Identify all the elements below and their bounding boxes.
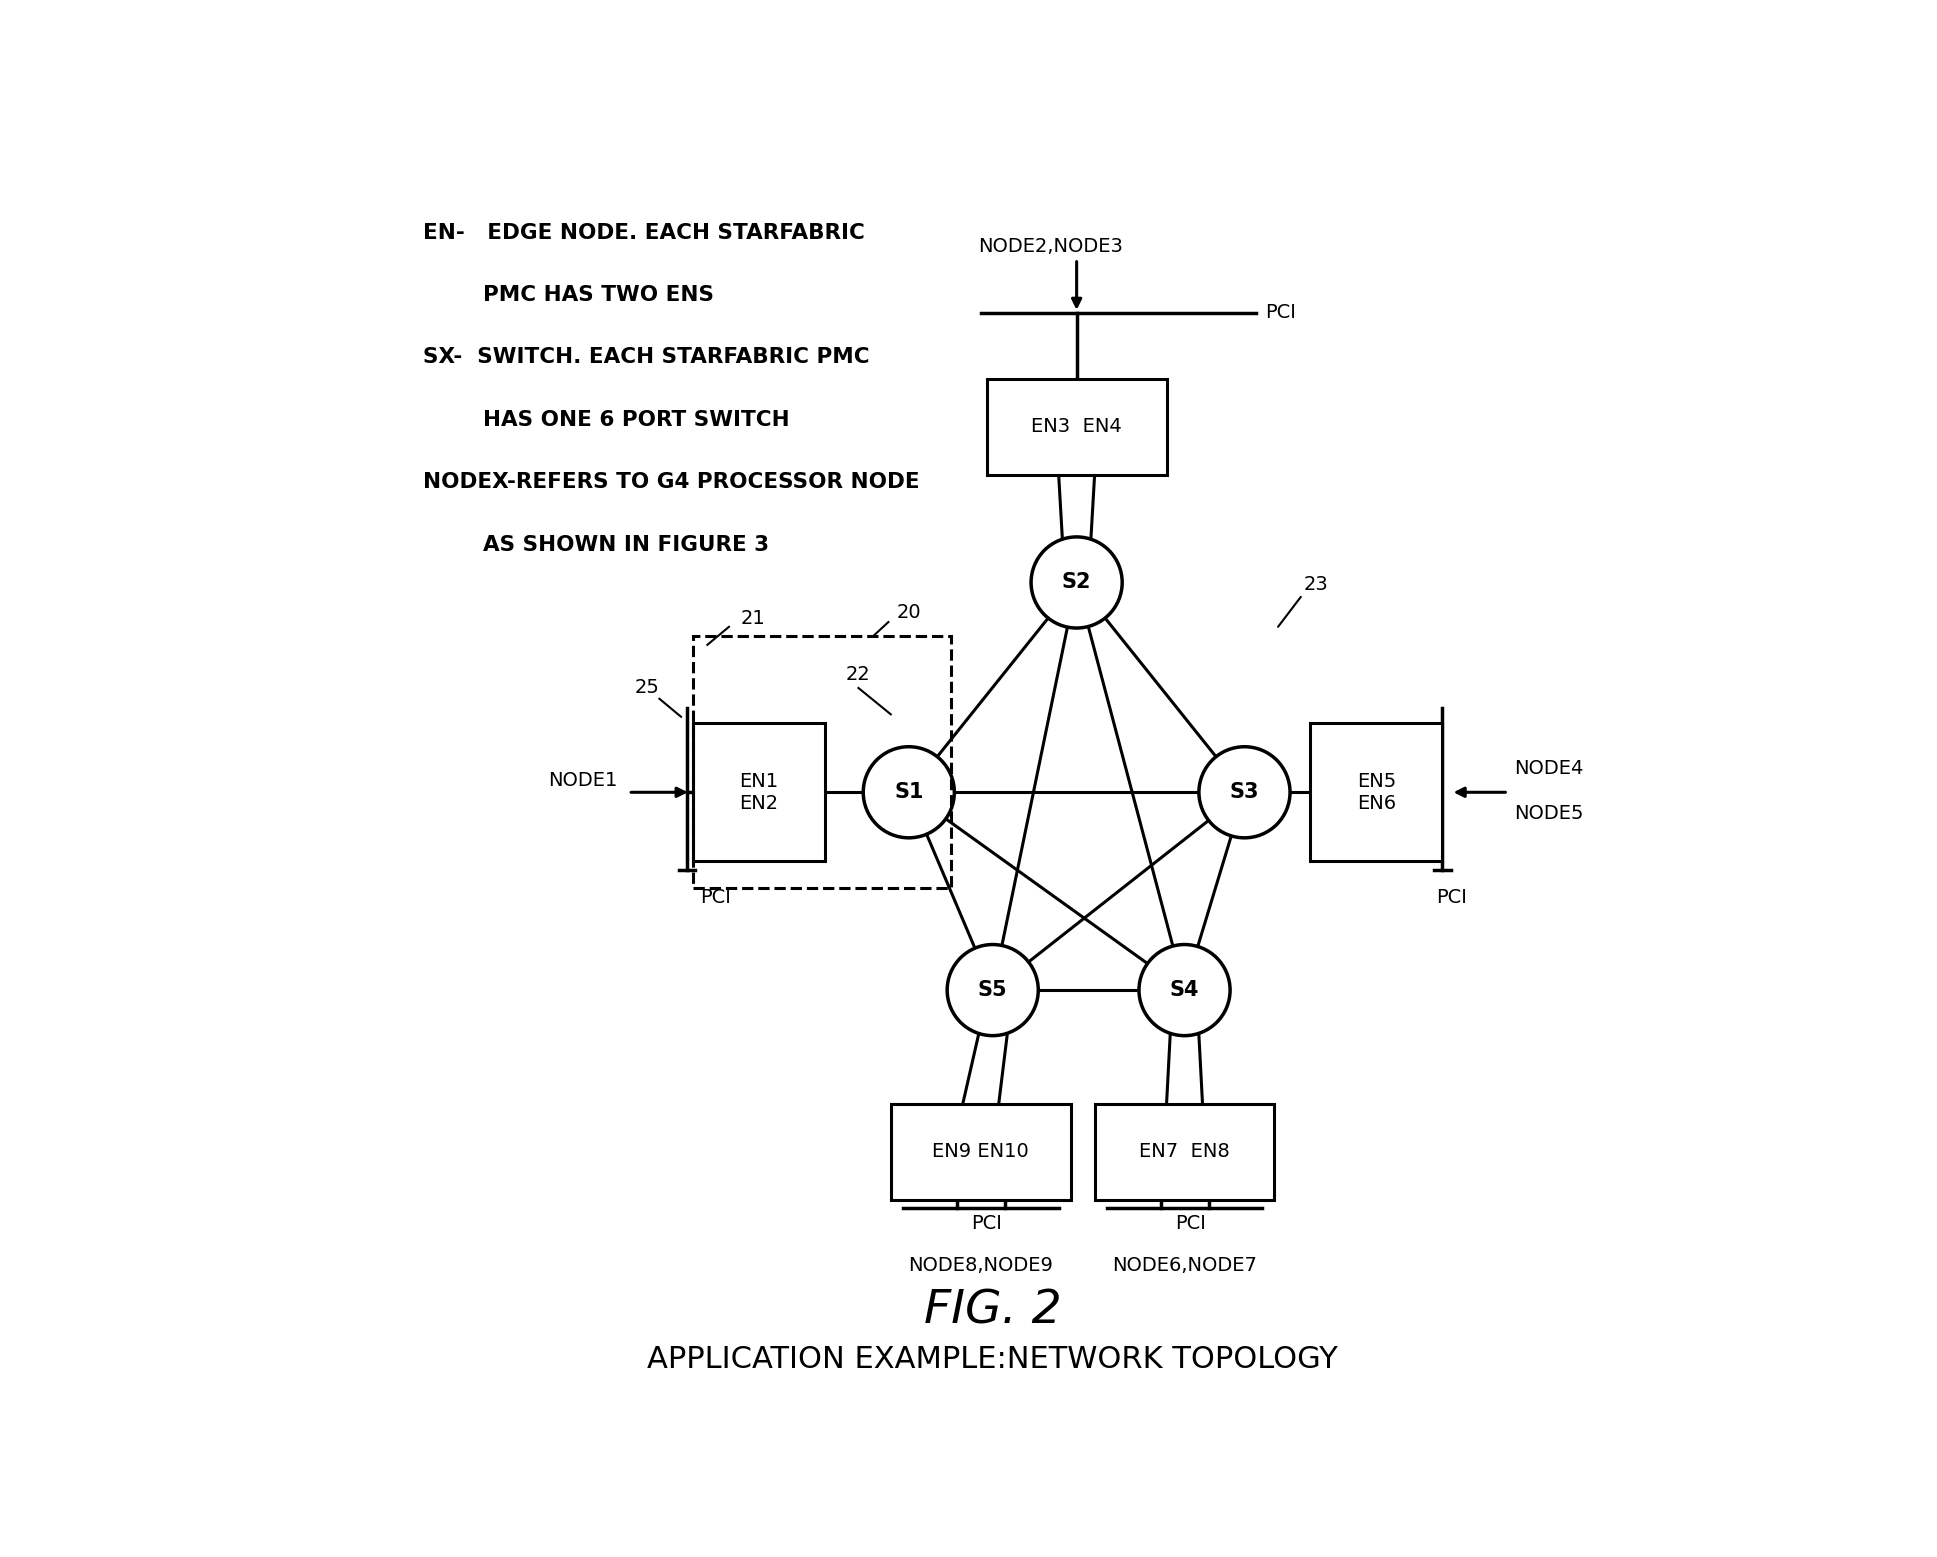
Text: HAS ONE 6 PORT SWITCH: HAS ONE 6 PORT SWITCH xyxy=(424,409,790,430)
Text: NODE5: NODE5 xyxy=(1515,805,1584,824)
Text: 23: 23 xyxy=(1304,576,1329,595)
Text: EN1
EN2: EN1 EN2 xyxy=(740,772,779,813)
Text: S1: S1 xyxy=(895,782,924,802)
Text: AS SHOWN IN FIGURE 3: AS SHOWN IN FIGURE 3 xyxy=(424,534,769,554)
Text: NODEX-REFERS TO G4 PROCESSOR NODE: NODEX-REFERS TO G4 PROCESSOR NODE xyxy=(424,472,920,492)
Text: EN7  EN8: EN7 EN8 xyxy=(1139,1143,1230,1162)
Text: NODE4: NODE4 xyxy=(1515,758,1584,778)
Text: PCI: PCI xyxy=(1176,1214,1207,1233)
Circle shape xyxy=(1139,945,1230,1035)
Bar xyxy=(693,724,825,861)
Circle shape xyxy=(1199,747,1290,838)
Text: 20: 20 xyxy=(897,603,922,621)
Text: NODE1: NODE1 xyxy=(548,771,618,789)
Text: NODE6,NODE7: NODE6,NODE7 xyxy=(1112,1256,1257,1275)
Text: S4: S4 xyxy=(1170,979,1199,1000)
Text: PCI: PCI xyxy=(1265,304,1296,322)
Bar xyxy=(986,378,1166,475)
Circle shape xyxy=(947,945,1038,1035)
Text: EN3  EN4: EN3 EN4 xyxy=(1030,417,1122,436)
Text: PCI: PCI xyxy=(1437,887,1466,908)
Text: PCI: PCI xyxy=(699,887,730,908)
Text: SX-  SWITCH. EACH STARFABRIC PMC: SX- SWITCH. EACH STARFABRIC PMC xyxy=(424,347,870,367)
Circle shape xyxy=(864,747,955,838)
Text: APPLICATION EXAMPLE:NETWORK TOPOLOGY: APPLICATION EXAMPLE:NETWORK TOPOLOGY xyxy=(647,1345,1338,1373)
Text: PMC HAS TWO ENS: PMC HAS TWO ENS xyxy=(424,285,715,305)
Circle shape xyxy=(1030,537,1122,627)
Text: 21: 21 xyxy=(740,609,765,627)
Bar xyxy=(891,1104,1071,1200)
Text: PCI: PCI xyxy=(970,1214,1001,1233)
Text: EN9 EN10: EN9 EN10 xyxy=(932,1143,1029,1162)
Text: 25: 25 xyxy=(635,679,661,698)
Text: NODE2,NODE3: NODE2,NODE3 xyxy=(978,237,1123,257)
Text: S3: S3 xyxy=(1230,782,1259,802)
Text: EN5
EN6: EN5 EN6 xyxy=(1356,772,1397,813)
Bar xyxy=(1094,1104,1275,1200)
Text: S2: S2 xyxy=(1061,573,1091,593)
Text: EN-   EDGE NODE. EACH STARFABRIC: EN- EDGE NODE. EACH STARFABRIC xyxy=(424,223,866,243)
Text: S5: S5 xyxy=(978,979,1007,1000)
Bar xyxy=(693,637,951,887)
Bar xyxy=(1311,724,1443,861)
Text: NODE8,NODE9: NODE8,NODE9 xyxy=(908,1256,1054,1275)
Text: 22: 22 xyxy=(846,665,872,684)
Text: FIG. 2: FIG. 2 xyxy=(924,1289,1061,1334)
